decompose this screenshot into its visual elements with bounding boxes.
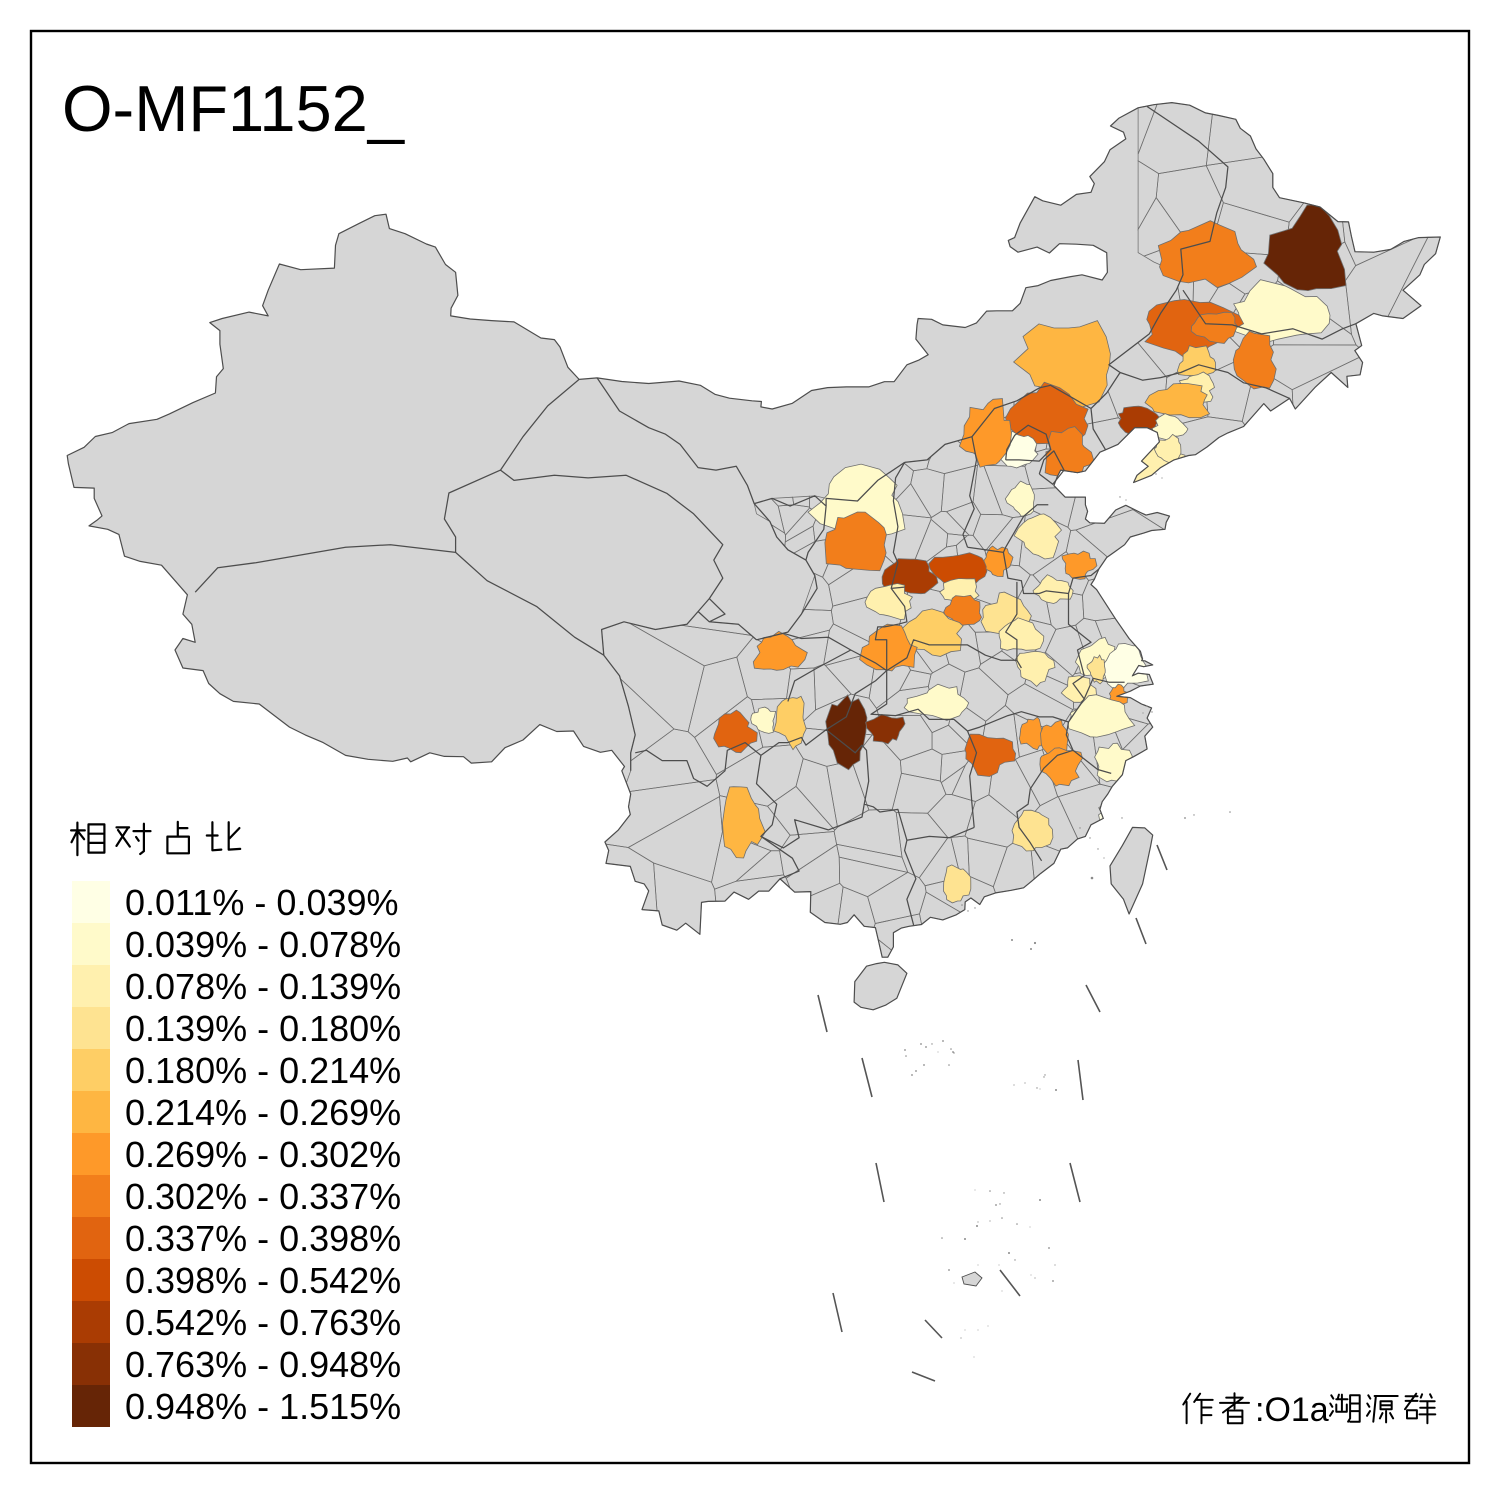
svg-text:0.948% - 1.515%: 0.948% - 1.515% [125, 1386, 401, 1427]
svg-text:O-MF1152_: O-MF1152_ [62, 72, 405, 145]
svg-text:0.763% - 0.948%: 0.763% - 0.948% [125, 1344, 401, 1385]
svg-text:0.011% - 0.039%: 0.011% - 0.039% [125, 882, 399, 923]
svg-text:0.337% - 0.398%: 0.337% - 0.398% [125, 1218, 401, 1259]
svg-text:0.078% - 0.139%: 0.078% - 0.139% [125, 966, 401, 1007]
svg-text:0.180% - 0.214%: 0.180% - 0.214% [125, 1050, 401, 1091]
svg-text:0.542% - 0.763%: 0.542% - 0.763% [125, 1302, 401, 1343]
svg-text:0.139% - 0.180%: 0.139% - 0.180% [125, 1008, 401, 1049]
svg-text:0.398% - 0.542%: 0.398% - 0.542% [125, 1260, 401, 1301]
svg-text::O1a: :O1a [1255, 1391, 1329, 1429]
svg-text:0.269% - 0.302%: 0.269% - 0.302% [125, 1134, 401, 1175]
svg-text:0.039% - 0.078%: 0.039% - 0.078% [125, 924, 401, 965]
svg-text:0.302% - 0.337%: 0.302% - 0.337% [125, 1176, 401, 1217]
svg-text:0.214% - 0.269%: 0.214% - 0.269% [125, 1092, 401, 1133]
